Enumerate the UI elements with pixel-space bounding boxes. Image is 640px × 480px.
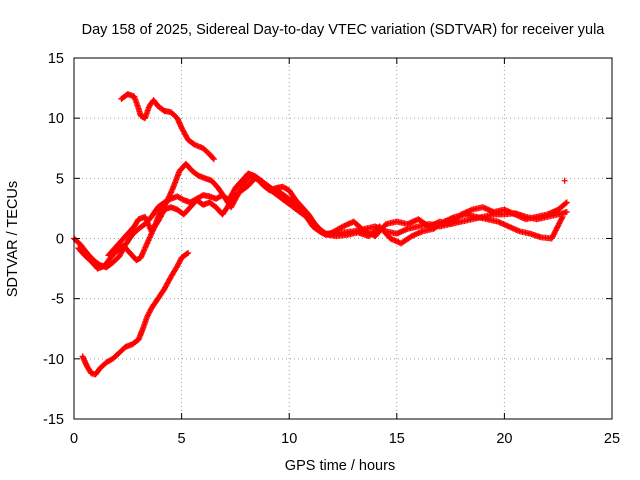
axis-ticks: 0 5 10 15 20 25 -15 -10 -5 0 5 10 15: [43, 51, 620, 447]
y-tick-label: -15: [43, 412, 64, 428]
grid-lines: [74, 58, 612, 419]
data-point: [561, 177, 568, 184]
y-tick-label: 5: [56, 171, 64, 187]
series-track-high: [118, 91, 217, 163]
x-tick-label: 0: [70, 431, 78, 447]
y-tick-label: 0: [56, 232, 64, 248]
y-tick-label: -10: [43, 352, 64, 368]
data-point: [210, 156, 217, 163]
x-tick-label: 20: [496, 431, 512, 447]
x-tick-label: 5: [178, 431, 186, 447]
x-axis-label: GPS time / hours: [285, 458, 395, 474]
x-tick-label: 10: [281, 431, 297, 447]
data-point: [562, 200, 569, 207]
data-point: [559, 213, 566, 220]
x-tick-label: 25: [604, 431, 620, 447]
x-tick-label: 15: [389, 431, 405, 447]
y-tick-label: -5: [51, 292, 64, 308]
series-track-c: [105, 175, 570, 259]
data-points: [71, 91, 570, 378]
y-tick-label: 15: [48, 51, 64, 67]
data-point: [563, 209, 570, 216]
series-outlier: [561, 177, 568, 184]
series-track-low: [79, 249, 192, 378]
data-point: [563, 199, 570, 206]
chart-title: Day 158 of 2025, Sidereal Day-to-day VTE…: [82, 22, 606, 38]
data-point: [185, 249, 192, 256]
data-point: [210, 155, 217, 162]
y-tick-label: 10: [48, 111, 64, 127]
y-axis-label: SDTVAR / TECUs: [5, 181, 21, 297]
data-point: [183, 250, 190, 257]
